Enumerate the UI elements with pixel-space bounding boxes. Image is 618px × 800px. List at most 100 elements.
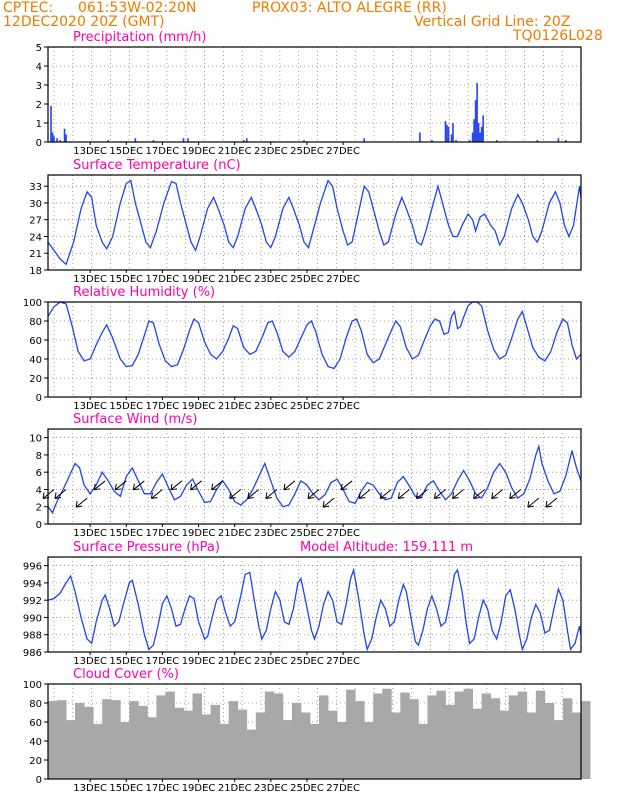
precip-bar — [482, 115, 484, 142]
cloud-bar — [328, 710, 338, 779]
wind-arrow-shaft — [398, 489, 410, 499]
panel-title: Precipitation (mm/h) — [73, 30, 206, 45]
y-tick-label: 994 — [23, 579, 42, 590]
precip-bar — [473, 119, 475, 142]
wind-arrow-shaft — [416, 489, 428, 499]
y-tick-label: 0 — [36, 775, 42, 786]
y-tick-label: 4 — [36, 62, 42, 73]
x-tick-label: 17DEC — [146, 401, 180, 412]
panel-title: Cloud Cover (%) — [73, 667, 179, 682]
cloud-bar — [75, 703, 85, 779]
wind-arrow-shaft — [211, 480, 223, 491]
wind-arrow-shaft — [54, 489, 67, 499]
x-tick-label: 13DEC — [73, 146, 107, 157]
cloud-bar — [490, 698, 501, 779]
cloud-bar — [93, 723, 103, 779]
cloud-bar — [373, 693, 383, 779]
precip-bar — [557, 138, 560, 142]
x-tick-label: 13DEC — [73, 783, 107, 794]
cloud-bar — [409, 699, 419, 779]
y-tick-label: 2 — [36, 503, 42, 514]
wind-arrow-head — [211, 483, 218, 491]
cloud-bar — [364, 722, 374, 779]
cloud-bar — [472, 708, 483, 779]
cloud-bar — [553, 720, 564, 779]
y-tick-label: 986 — [23, 648, 42, 659]
x-tick-label: 23DEC — [254, 274, 288, 285]
x-tick-label: 23DEC — [254, 401, 288, 412]
wind-arrow-shaft — [358, 489, 371, 499]
wind-arrow-shaft — [322, 497, 335, 508]
x-tick-label: 17DEC — [146, 528, 180, 539]
x-tick-label: 25DEC — [290, 528, 324, 539]
cloud-bar — [201, 714, 212, 779]
cloud-bar — [562, 698, 573, 779]
x-tick-label: 13DEC — [73, 656, 107, 667]
wind-arrow-head — [322, 501, 330, 508]
wind-arrow-head — [491, 492, 498, 499]
precip-bar — [480, 126, 483, 142]
y-tick-label: 60 — [29, 336, 42, 347]
wind-arrow-shaft — [75, 497, 88, 508]
x-tick-label: 27DEC — [326, 401, 360, 412]
y-tick-label: 0 — [36, 520, 42, 531]
cloud-bar — [445, 704, 455, 779]
wind-arrow-shaft — [133, 480, 145, 491]
y-tick-label: 100 — [23, 298, 42, 309]
precip-bar — [446, 124, 448, 142]
precip-bar — [447, 126, 450, 142]
precip-bar — [65, 134, 67, 142]
cloud-bar — [454, 691, 464, 779]
cloud-bar — [337, 722, 347, 779]
y-tick-label: 33 — [29, 182, 42, 193]
precip-bar — [495, 140, 498, 142]
precip-bar — [565, 140, 567, 142]
x-tick-label: 13DEC — [73, 401, 107, 412]
precip-bar — [50, 105, 52, 142]
cloud-bar — [291, 703, 302, 779]
y-tick-label: 40 — [29, 737, 42, 748]
cloud-bar — [264, 691, 275, 779]
series-line — [47, 443, 582, 515]
y-tick-label: 20 — [29, 374, 42, 385]
cloud-bar — [517, 691, 528, 779]
y-tick-label: 30 — [29, 199, 42, 210]
cloud-bar — [183, 710, 193, 779]
x-tick-label: 19DEC — [182, 656, 216, 667]
model-altitude-label: Model Altitude: 159.111 m — [300, 540, 473, 555]
y-tick-label: 0 — [36, 138, 42, 149]
header-grid-note: Vertical Grid Line: 20Z — [414, 14, 571, 30]
precip-bar — [245, 138, 248, 142]
wind-arrow-head — [75, 501, 83, 508]
y-tick-label: 996 — [23, 562, 42, 573]
precip-bar — [471, 132, 474, 142]
precip-bar — [51, 132, 54, 142]
precip-bar — [53, 136, 55, 142]
wind-arrow-shaft — [545, 497, 558, 508]
cloud-bar — [418, 723, 428, 779]
wind-arrow-shaft — [229, 489, 242, 499]
wind-arrow-head — [190, 483, 197, 491]
y-tick-label: 10 — [29, 434, 42, 445]
x-tick-label: 27DEC — [326, 656, 360, 667]
cloud-bar — [219, 723, 230, 779]
wind-arrow-shaft — [151, 489, 163, 499]
precip-bar — [56, 138, 58, 142]
wind-arrow-shaft — [527, 497, 540, 508]
cloud-bar — [346, 689, 356, 779]
x-tick-label: 13DEC — [73, 274, 107, 285]
x-tick-label: 27DEC — [326, 783, 360, 794]
y-tick-label: 4 — [36, 485, 42, 496]
cloud-bar — [192, 693, 202, 779]
wind-arrow-head — [283, 483, 291, 491]
precip-bar — [536, 140, 539, 142]
y-tick-label: 40 — [29, 355, 42, 366]
panel-title: Surface Pressure (hPa) — [73, 540, 220, 555]
header-station: PROX03: ALTO ALEGRE (RR) — [252, 0, 447, 16]
cloud-bar — [544, 703, 555, 779]
x-tick-label: 19DEC — [182, 274, 216, 285]
cloud-bar — [355, 701, 365, 779]
cloud-bar — [48, 701, 58, 779]
cloud-bar — [499, 710, 510, 779]
